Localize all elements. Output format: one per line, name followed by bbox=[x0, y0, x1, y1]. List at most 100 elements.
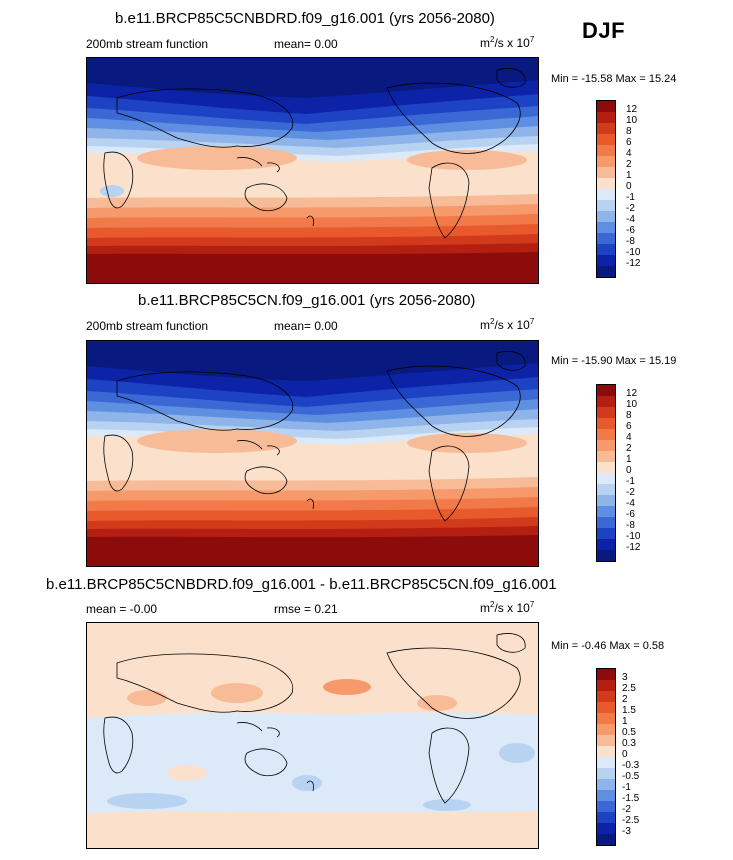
panel-2-mean-label: mean= 0.00 bbox=[274, 319, 338, 333]
cb2-label: 0 bbox=[626, 465, 632, 476]
cb3-label: 2.5 bbox=[622, 683, 636, 694]
cb3-label: -1 bbox=[622, 782, 631, 793]
panel-2-left-label: 200mb stream function bbox=[86, 319, 209, 333]
colorbar-swatch bbox=[597, 702, 615, 713]
cb1-label: 12 bbox=[626, 104, 638, 115]
colorbar-swatch bbox=[597, 123, 615, 134]
colorbar-swatch bbox=[597, 713, 615, 724]
cb2-label: -12 bbox=[626, 542, 641, 553]
cb1-label: 10 bbox=[626, 115, 638, 126]
cb3-label: -2 bbox=[622, 804, 631, 815]
colorbar-swatch bbox=[597, 517, 615, 528]
colorbar-swatch bbox=[597, 834, 615, 845]
cb2-label: 10 bbox=[626, 399, 638, 410]
cb1-label: -8 bbox=[626, 236, 635, 247]
colorbar-swatch bbox=[597, 429, 615, 440]
difference-map bbox=[87, 623, 538, 848]
cb3-label: -0.3 bbox=[622, 760, 640, 771]
colorbar-swatch bbox=[597, 385, 615, 396]
colorbar-swatch bbox=[597, 101, 615, 112]
stream-function-map-1 bbox=[87, 58, 538, 283]
cb3-label: 1 bbox=[622, 716, 628, 727]
cb1-label: 1 bbox=[626, 170, 632, 181]
cb2-label: -4 bbox=[626, 498, 635, 509]
panel-3-units: m2/s x 107 bbox=[480, 600, 535, 615]
cb3-label: -3 bbox=[622, 826, 631, 837]
colorbar-swatch bbox=[597, 396, 615, 407]
colorbar-swatch bbox=[597, 156, 615, 167]
cb3-label: 0 bbox=[622, 749, 628, 760]
cb2-label: -2 bbox=[626, 487, 635, 498]
cb2-label: -6 bbox=[626, 509, 635, 520]
cb3-label: 3 bbox=[622, 672, 628, 683]
panel-3-minmax: Min = -0.46 Max = 0.58 bbox=[551, 640, 665, 652]
colorbar-swatch bbox=[597, 495, 615, 506]
panel-3-mean-label: mean = -0.00 bbox=[86, 602, 158, 616]
panel-2-units: m2/s x 107 bbox=[480, 317, 535, 332]
panel-1-colorbar bbox=[596, 100, 616, 278]
panel-1-map bbox=[86, 57, 539, 284]
colorbar-swatch bbox=[597, 145, 615, 156]
colorbar-swatch bbox=[597, 167, 615, 178]
cb1-label: -10 bbox=[626, 247, 641, 258]
colorbar-swatch bbox=[597, 669, 615, 680]
cb2-label: -10 bbox=[626, 531, 641, 542]
colorbar-swatch bbox=[597, 178, 615, 189]
stream-function-map-2 bbox=[87, 341, 538, 566]
colorbar-swatch bbox=[597, 801, 615, 812]
colorbar-swatch bbox=[597, 266, 615, 277]
cb2-label: 4 bbox=[626, 432, 632, 443]
colorbar-swatch bbox=[597, 255, 615, 266]
cb1-label: -4 bbox=[626, 214, 635, 225]
cb3-label: -0.5 bbox=[622, 771, 640, 782]
cb3-label: -1.5 bbox=[622, 793, 640, 804]
colorbar-swatch bbox=[597, 691, 615, 702]
panel-1-mean-label: mean= 0.00 bbox=[274, 37, 338, 51]
colorbar-swatch bbox=[597, 724, 615, 735]
panel-1-minmax: Min = -15.58 Max = 15.24 bbox=[551, 73, 677, 85]
colorbar-swatch bbox=[597, 222, 615, 233]
cb2-label: 12 bbox=[626, 388, 638, 399]
cb1-label: -2 bbox=[626, 203, 635, 214]
colorbar-swatch bbox=[597, 244, 615, 255]
colorbar-swatch bbox=[597, 440, 615, 451]
panel-1-title: b.e11.BRCP85C5CNBDRD.f09_g16.001 (yrs 20… bbox=[115, 10, 495, 27]
panel-3-colorbar bbox=[596, 668, 616, 846]
cb2-label: 6 bbox=[626, 421, 632, 432]
colorbar-swatch bbox=[597, 680, 615, 691]
colorbar-swatch bbox=[597, 757, 615, 768]
panel-1-left-label: 200mb stream function bbox=[86, 37, 209, 51]
colorbar-swatch bbox=[597, 189, 615, 200]
cb3-label: 1.5 bbox=[622, 705, 636, 716]
colorbar-swatch bbox=[597, 211, 615, 222]
panel-1-units: m2/s x 107 bbox=[480, 35, 535, 50]
colorbar-swatch bbox=[597, 484, 615, 495]
cb1-label: 6 bbox=[626, 137, 632, 148]
colorbar-swatch bbox=[597, 812, 615, 823]
cb3-label: 0.3 bbox=[622, 738, 636, 749]
panel-2-colorbar bbox=[596, 384, 616, 562]
colorbar-swatch bbox=[597, 112, 615, 123]
cb1-label: 8 bbox=[626, 126, 632, 137]
colorbar-swatch bbox=[597, 735, 615, 746]
cb2-label: -1 bbox=[626, 476, 635, 487]
cb2-label: 8 bbox=[626, 410, 632, 421]
colorbar-swatch bbox=[597, 768, 615, 779]
cb3-label: 0.5 bbox=[622, 727, 636, 738]
colorbar-swatch bbox=[597, 407, 615, 418]
cb1-label: -1 bbox=[626, 192, 635, 203]
panel-2-map bbox=[86, 340, 539, 567]
colorbar-swatch bbox=[597, 462, 615, 473]
colorbar-swatch bbox=[597, 823, 615, 834]
cb2-label: -8 bbox=[626, 520, 635, 531]
season-label: DJF bbox=[582, 18, 626, 43]
cb2-label: 1 bbox=[626, 454, 632, 465]
colorbar-swatch bbox=[597, 779, 615, 790]
cb1-label: 0 bbox=[626, 181, 632, 192]
colorbar-swatch bbox=[597, 528, 615, 539]
colorbar-swatch bbox=[597, 473, 615, 484]
cb1-label: -6 bbox=[626, 225, 635, 236]
colorbar-swatch bbox=[597, 418, 615, 429]
panel-3-rmse-label: rmse = 0.21 bbox=[274, 602, 338, 616]
colorbar-swatch bbox=[597, 134, 615, 145]
